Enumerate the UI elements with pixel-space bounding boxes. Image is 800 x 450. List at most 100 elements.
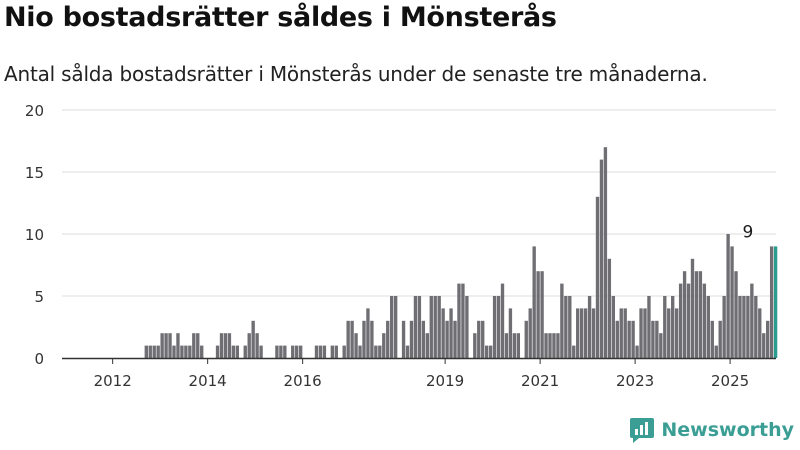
bar	[259, 345, 263, 358]
bar	[659, 333, 663, 358]
bar	[196, 333, 200, 358]
bar	[690, 258, 695, 358]
bar	[409, 320, 414, 358]
bar	[255, 333, 259, 358]
bar	[314, 345, 319, 358]
bar	[346, 320, 350, 358]
bar	[330, 345, 335, 358]
bar	[773, 246, 778, 358]
y-tick-label: 10	[25, 226, 44, 244]
x-tick-label: 2014	[189, 372, 227, 390]
bar	[651, 320, 655, 358]
bar	[726, 234, 730, 358]
bar	[215, 345, 220, 358]
bar	[235, 345, 240, 358]
bar	[219, 333, 224, 358]
bar	[710, 320, 714, 358]
bar	[504, 333, 509, 358]
bar	[413, 296, 418, 358]
bar	[334, 345, 338, 358]
bar	[433, 296, 437, 358]
bar	[528, 308, 532, 358]
bar	[144, 345, 148, 358]
bar	[477, 320, 481, 358]
bar	[429, 296, 433, 358]
bar	[251, 320, 255, 358]
bar	[718, 320, 722, 358]
bar	[342, 345, 346, 358]
bar	[492, 296, 497, 358]
bar	[160, 333, 164, 358]
x-axis: 2012 2014 2016 2019 2021 2023 2025	[62, 357, 776, 390]
bar	[615, 320, 619, 358]
bar	[192, 333, 196, 358]
data-label: 9	[742, 222, 753, 242]
bar	[417, 296, 422, 358]
bar	[148, 345, 152, 358]
bar	[667, 308, 671, 358]
bar	[635, 345, 639, 358]
bar	[441, 308, 445, 358]
bar	[611, 296, 616, 358]
bar	[485, 345, 489, 358]
bar	[706, 296, 710, 358]
bar	[587, 296, 592, 358]
bar	[393, 296, 398, 358]
bar	[275, 345, 279, 358]
y-tick-label: 15	[25, 164, 44, 182]
bar	[647, 296, 651, 358]
bar	[714, 345, 718, 358]
bar	[227, 333, 232, 358]
bar	[176, 333, 180, 358]
bar	[576, 308, 580, 358]
newsworthy-logo: Newsworthy	[629, 416, 794, 444]
bar	[421, 320, 426, 358]
bar	[496, 296, 501, 358]
bar	[449, 308, 453, 358]
bar	[583, 308, 588, 358]
x-tick-label: 2019	[426, 372, 464, 390]
bar	[766, 320, 770, 358]
bar	[643, 308, 647, 358]
bar	[540, 271, 544, 358]
bar	[738, 296, 742, 358]
bar	[152, 345, 156, 358]
bar	[591, 308, 596, 358]
bar	[500, 283, 505, 358]
bar	[318, 345, 323, 358]
bar	[437, 296, 441, 358]
bar	[627, 320, 631, 358]
chart-subtitle: Antal sålda bostadsrätter i Mönsterås un…	[4, 62, 708, 86]
bar	[350, 320, 354, 358]
bar	[156, 345, 160, 358]
bar	[722, 296, 726, 358]
bar	[686, 283, 691, 358]
bar	[453, 320, 457, 358]
bar	[556, 333, 560, 358]
bar	[358, 345, 362, 358]
bar	[548, 333, 552, 358]
bar	[623, 308, 627, 358]
bar	[457, 283, 461, 358]
bar	[639, 308, 643, 358]
bar	[631, 320, 635, 358]
x-tick-label: 2025	[711, 372, 749, 390]
y-tick-label: 5	[34, 288, 44, 306]
bar	[603, 147, 608, 358]
bar	[682, 271, 687, 358]
bar	[742, 296, 746, 358]
bar	[481, 320, 485, 358]
bar	[188, 345, 192, 358]
bar	[354, 333, 358, 358]
bar	[322, 345, 327, 358]
newsworthy-logo-icon	[630, 418, 655, 443]
bar	[730, 246, 734, 358]
bar	[366, 308, 370, 358]
bar	[445, 320, 449, 358]
bar	[184, 345, 188, 358]
bar	[674, 308, 679, 358]
y-tick-label: 0	[34, 350, 44, 368]
bar	[164, 333, 168, 358]
bar	[465, 296, 469, 358]
bar	[572, 345, 576, 358]
